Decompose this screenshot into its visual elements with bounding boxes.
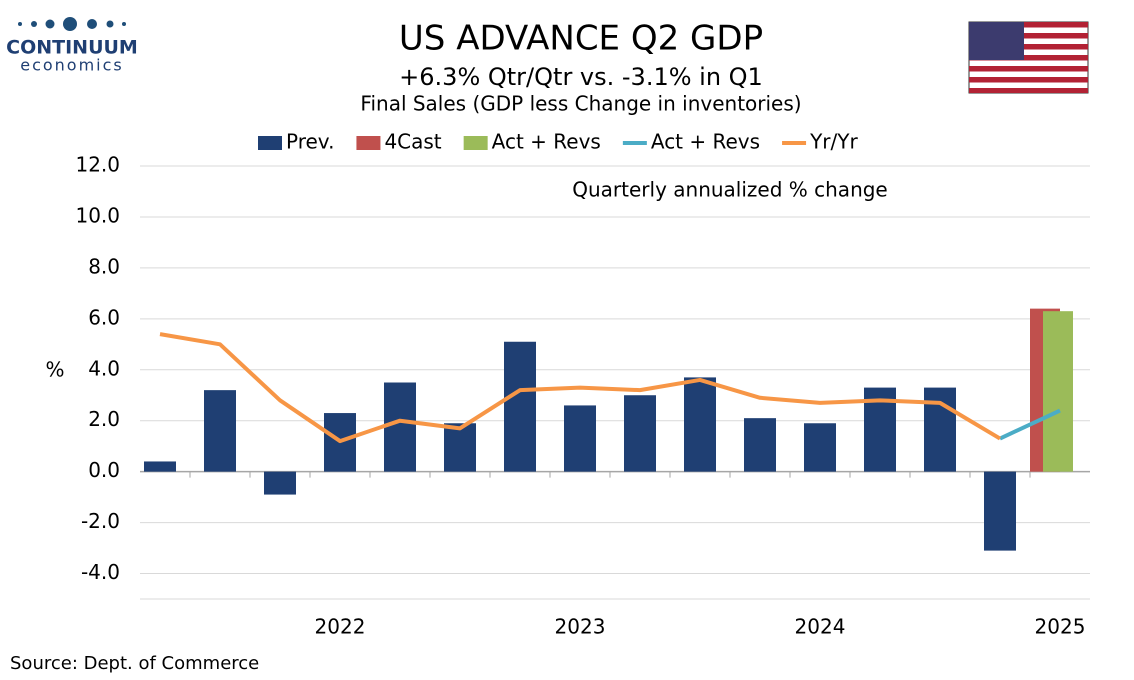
- legend-swatch: [356, 136, 381, 150]
- logo-sub: economics: [20, 56, 124, 75]
- chart-subtitle: +6.3% Qtr/Qtr vs. -3.1% in Q1: [399, 63, 763, 91]
- annotation: Quarterly annualized % change: [572, 178, 888, 202]
- bar: [624, 395, 656, 472]
- line: [999, 408, 1061, 441]
- chart-subtitle-2: Final Sales (GDP less Change in inventor…: [360, 92, 801, 116]
- bar: [684, 377, 716, 472]
- x-tick-label: 2025: [1035, 615, 1086, 639]
- y-tick-label: 6.0: [88, 305, 120, 329]
- bar: [804, 423, 836, 472]
- y-tick-label: -4.0: [81, 560, 120, 584]
- y-tick-label: 8.0: [88, 254, 120, 278]
- bar: [444, 423, 476, 472]
- legend-label: 4Cast: [384, 130, 441, 154]
- x-tick-label: 2024: [795, 615, 846, 639]
- legend-swatch: [258, 136, 282, 150]
- bar: [924, 387, 956, 472]
- y-tick-label: 10.0: [75, 203, 120, 227]
- y-axis-label: %: [45, 358, 64, 382]
- logo-dots: [18, 17, 126, 31]
- line: [159, 332, 1002, 444]
- bar: [1043, 311, 1073, 472]
- flag: [968, 21, 1089, 94]
- x-tick-label: 2022: [315, 615, 366, 639]
- y-tick-label: -2.0: [81, 509, 120, 533]
- source: Source: Dept. of Commerce: [10, 653, 259, 674]
- bar: [204, 390, 236, 472]
- y-tick-label: 12.0: [75, 153, 120, 177]
- bar: [504, 341, 536, 472]
- logo-name: CONTINUUM: [6, 37, 138, 59]
- y-tick-label: 2.0: [88, 407, 120, 431]
- legend-label: Prev.: [286, 130, 334, 154]
- bar: [984, 471, 1016, 551]
- x-tick-label: 2023: [555, 615, 606, 639]
- bar: [264, 471, 296, 495]
- legend-label: Yr/Yr: [809, 130, 858, 154]
- bar: [384, 382, 416, 472]
- legend-label: Act + Revs: [492, 130, 601, 154]
- legend-swatch: [463, 136, 488, 150]
- legend-label: Act + Revs: [651, 130, 760, 154]
- chart-title: US ADVANCE Q2 GDP: [399, 19, 763, 59]
- bar: [564, 405, 596, 472]
- y-tick-label: 0.0: [88, 458, 120, 482]
- bar: [144, 461, 176, 472]
- bar: [744, 418, 776, 472]
- y-tick-label: 4.0: [88, 356, 120, 380]
